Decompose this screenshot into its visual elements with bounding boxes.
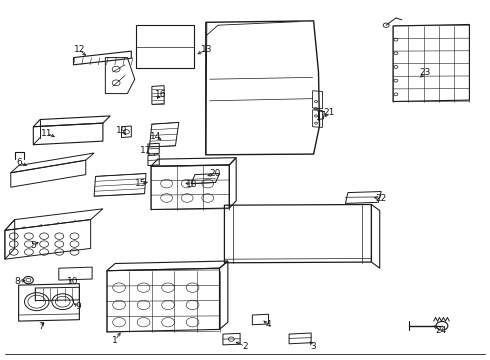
Text: 10: 10 xyxy=(67,277,78,286)
Text: 24: 24 xyxy=(436,326,446,335)
Text: 4: 4 xyxy=(266,320,271,329)
Text: 5: 5 xyxy=(30,241,36,250)
Text: 3: 3 xyxy=(311,342,317,351)
Text: 15: 15 xyxy=(135,179,147,188)
Text: 8: 8 xyxy=(14,277,20,286)
Text: 1: 1 xyxy=(112,336,118,345)
Text: 21: 21 xyxy=(323,108,335,117)
Text: 11: 11 xyxy=(41,129,52,138)
Text: 19: 19 xyxy=(116,126,127,135)
Text: 12: 12 xyxy=(74,45,85,54)
Text: 16: 16 xyxy=(155,90,167,99)
Text: 14: 14 xyxy=(150,132,162,140)
Text: 13: 13 xyxy=(201,45,213,54)
Text: 22: 22 xyxy=(376,194,387,203)
Text: 2: 2 xyxy=(242,342,248,351)
Text: 17: 17 xyxy=(140,146,152,155)
Text: 20: 20 xyxy=(209,169,221,178)
Text: 6: 6 xyxy=(17,158,23,167)
Text: 7: 7 xyxy=(38,323,44,331)
Text: 18: 18 xyxy=(186,180,198,189)
Text: 23: 23 xyxy=(419,68,431,77)
Text: 9: 9 xyxy=(75,302,81,311)
